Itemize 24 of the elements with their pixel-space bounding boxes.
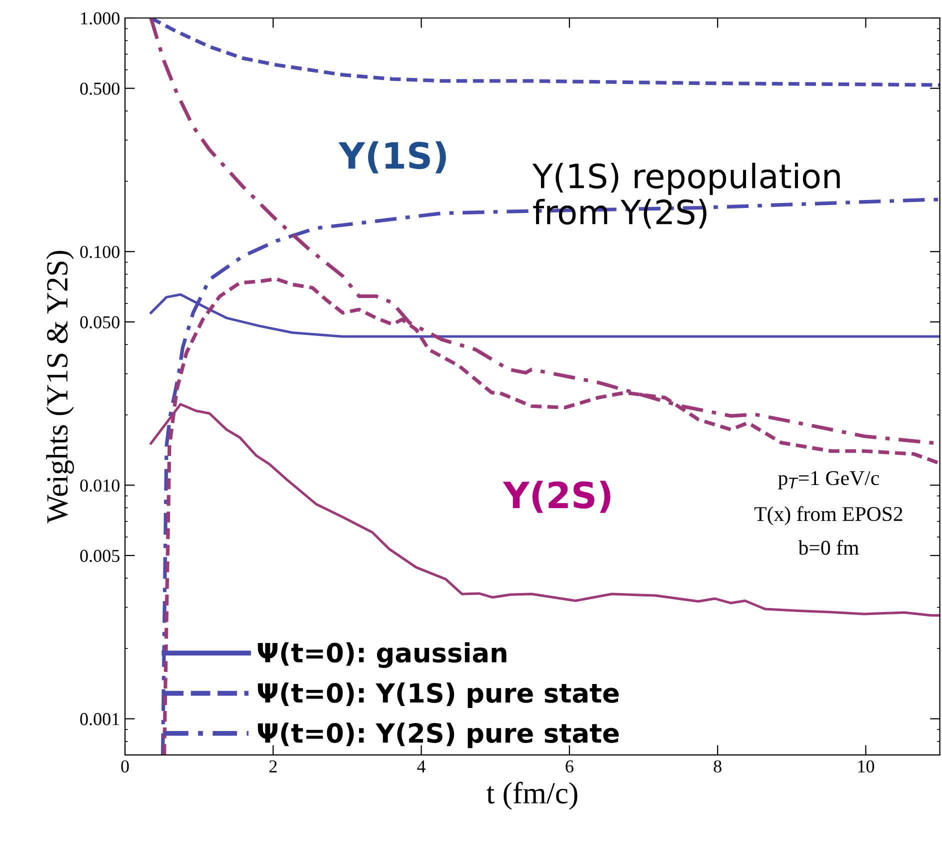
y-tick-label: 0.001 — [80, 713, 120, 726]
x-tick-label: 4 — [417, 760, 426, 772]
x-tick-label: 6 — [566, 760, 574, 773]
y-axis-title: Weights (Υ1S & Υ2S) — [46, 250, 74, 524]
y-tick-label: 0.005 — [80, 550, 120, 562]
y-tick-label: 1.000 — [81, 12, 120, 25]
x-tick-label: 2 — [269, 760, 277, 772]
annotation: p$_{T}$=1 GeV/c — [778, 471, 879, 490]
x-tick-label: 0 — [121, 760, 129, 773]
x-axis-title: t (fm/c) — [486, 782, 578, 810]
legend-label: Ψ(t=0): Υ(2S) pure state — [258, 722, 619, 748]
annotation: b=0 fm — [798, 540, 859, 555]
annotation: Υ(2S) — [502, 480, 610, 513]
annotation: Υ(1S) repopulation from Υ(2S) — [532, 162, 840, 229]
x-tick-label: 8 — [714, 760, 722, 773]
x-tick-label: 10 — [858, 760, 874, 773]
y-tick-label: 0.100 — [80, 246, 120, 258]
y-tick-label: 0.500 — [80, 82, 120, 95]
annotation: Υ(1S) — [338, 141, 446, 174]
y-tick-label: 0.010 — [80, 479, 120, 492]
legend-label: Ψ(t=0): Υ(1S) pure state — [258, 682, 619, 708]
legend-label: Ψ(t=0): gaussian — [258, 642, 506, 668]
annotation: T(x) from EPOS2 — [754, 506, 902, 526]
y-tick-label: 0.050 — [80, 316, 120, 328]
